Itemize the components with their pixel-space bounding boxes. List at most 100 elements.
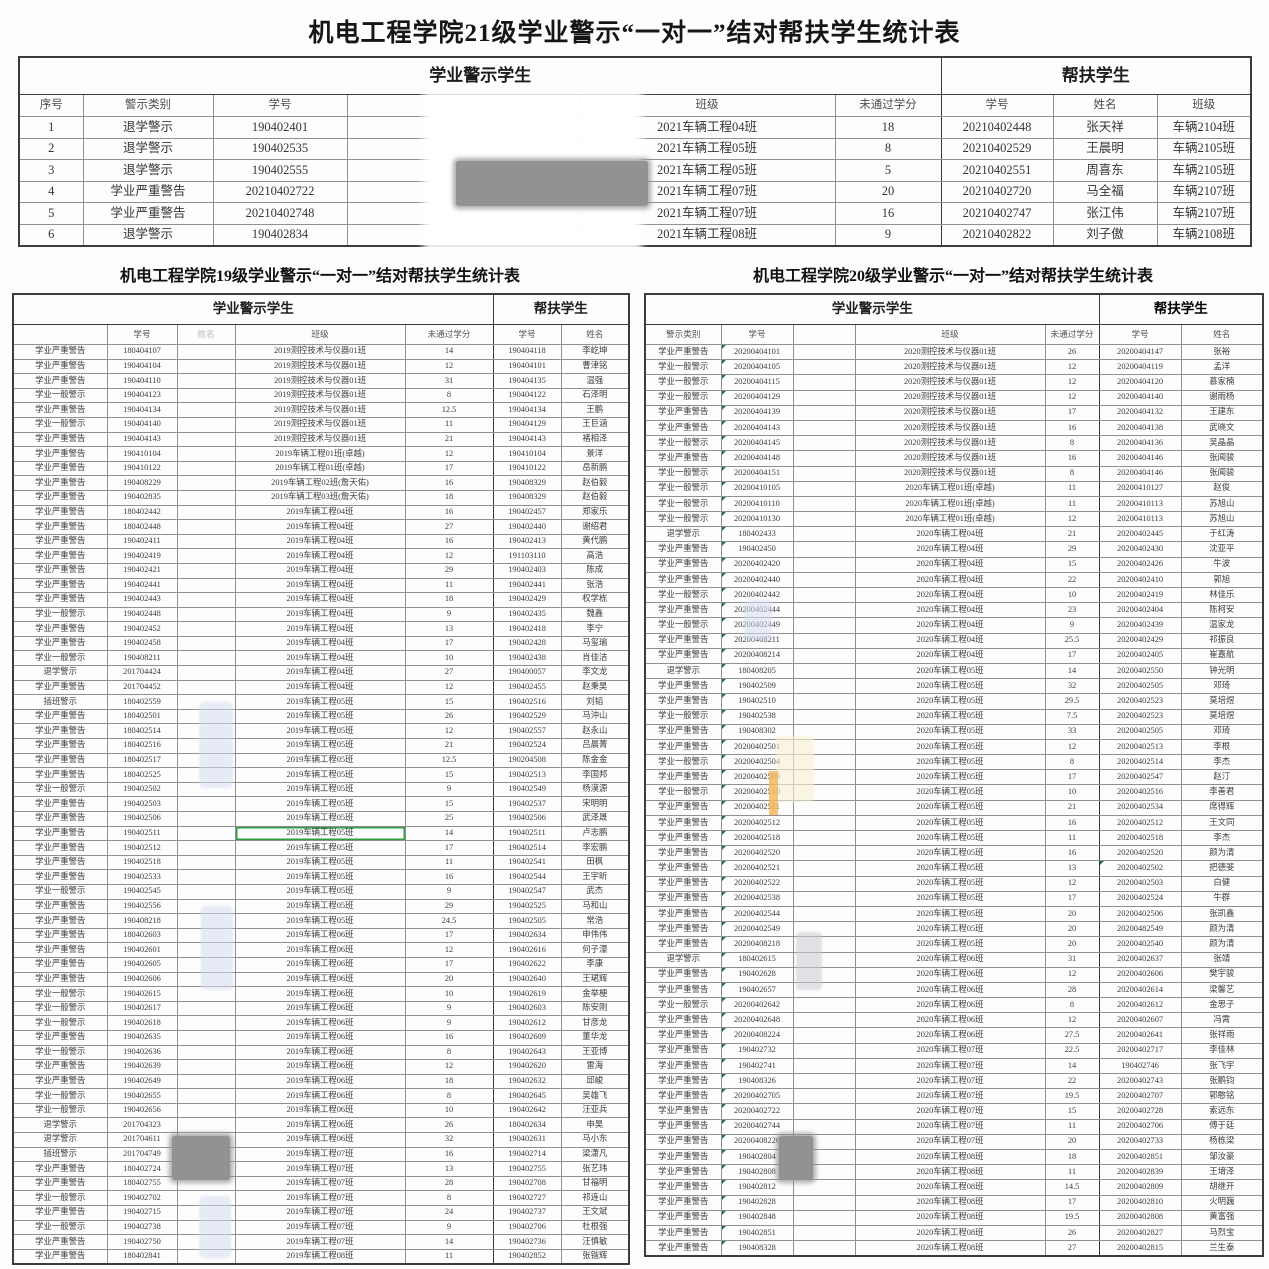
cell xyxy=(792,951,856,968)
cell xyxy=(792,435,856,452)
cell: 33 xyxy=(1044,723,1100,740)
cell: 16 xyxy=(1044,450,1100,467)
cell: 190402737 xyxy=(492,1205,562,1221)
cell: 20200402505 xyxy=(1098,678,1182,695)
table-row: 学业一般警示 190402655 2019车辆工程06班 8 190402645 吴雄飞 xyxy=(12,1088,630,1104)
cell: 20200402614 xyxy=(1098,981,1182,999)
grade19-table-container: 机电工程学院19级学业警示“一对一”结对帮扶学生统计表 学业警示学生 帮扶学生 … xyxy=(12,262,631,1266)
cell: 26 xyxy=(1044,1224,1100,1242)
column-header: 姓名 xyxy=(560,324,630,345)
cell: 20200402612 xyxy=(1098,997,1182,1014)
cell xyxy=(176,1000,236,1017)
cell: 2020车辆工程05班 xyxy=(854,890,1046,907)
cell xyxy=(792,1042,856,1059)
cell: 2020车辆工程05班 xyxy=(854,814,1046,832)
cell: 22.5 xyxy=(1044,1042,1100,1059)
cell: 吕晨菁 xyxy=(560,738,630,754)
column-header: 警示类别 xyxy=(82,94,214,117)
cell: 学业严重警告 xyxy=(12,431,108,448)
cell: 15 xyxy=(404,694,494,710)
cell: 190402617 xyxy=(106,1000,178,1017)
cell: 雷海 xyxy=(560,1059,630,1075)
cell xyxy=(176,460,236,477)
cell: 2021车辆工程05班 xyxy=(578,159,836,182)
cell: 20200402637 xyxy=(1098,951,1182,968)
cell: 20210402529 xyxy=(940,137,1054,160)
cell xyxy=(176,1190,236,1207)
cell: 学业严重警告 xyxy=(12,592,108,608)
table-row: 学业严重警告 190402601 2019车辆工程06班 12 190402616 何子濛 xyxy=(12,942,630,958)
cell: 20200402404 xyxy=(1098,602,1182,619)
cell: 190402616 xyxy=(492,942,562,958)
cell: 学业严重警告 xyxy=(12,796,108,812)
cell: 2020车辆工程06班 xyxy=(854,951,1046,968)
cell xyxy=(176,781,236,798)
cell: 17 xyxy=(404,956,494,973)
cell: 190402605 xyxy=(106,956,178,973)
table-row: 学业严重警告 20200402509 2020车辆工程05班 17 2020040254… xyxy=(644,769,1264,786)
cell: 2020车辆工程08班 xyxy=(854,1148,1046,1166)
cell: 20200402538 xyxy=(720,890,794,907)
table-row: 学业严重警告 190402657 2020车辆工程06班 28 20200402614 梁… xyxy=(644,981,1264,999)
table-row: 学业严重警告 190402511 2019车辆工程05班 14 190402511 卢志鹏 xyxy=(12,825,630,842)
cell: 学业严重警告 xyxy=(644,1118,722,1135)
cell: 191103110 xyxy=(492,548,562,564)
cell: 刘子傲 xyxy=(1052,223,1158,247)
cell: 190402529 xyxy=(492,708,562,725)
cell: 31 xyxy=(404,373,494,389)
cell: 2019测控技术与仪器01班 xyxy=(234,373,406,389)
cell: 190404134 xyxy=(492,402,562,418)
cell: 学业严重警告 xyxy=(644,404,722,421)
table-row: 退学警示 201704424 2019车辆工程04班 27 190400057 李文龙 xyxy=(12,665,630,681)
cell: 11 xyxy=(1044,480,1100,497)
column-header: 姓名 xyxy=(1052,94,1158,117)
table-row: 学业严重警告 190402509 2020车辆工程05班 32 20200402505 邓… xyxy=(644,678,1264,695)
cell xyxy=(176,679,236,696)
cell xyxy=(792,860,856,877)
cell: 20200408211 xyxy=(720,632,794,649)
table-row: 学业严重警告 190402518 2019车辆工程05班 11 190402541 田枫 xyxy=(12,854,630,871)
cell: 2020测控技术与仪器01班 xyxy=(854,389,1046,406)
table-row: 学业严重警告 20200402705 2020车辆工程07班 19.5 20200402… xyxy=(644,1088,1264,1105)
cell: 学业严重警告 xyxy=(644,450,722,467)
cell: 退学警示 xyxy=(12,665,108,681)
cell xyxy=(176,358,236,375)
table-row: 学业严重警告 190402741 2020车辆工程07班 14 190402746 张飞宇 xyxy=(644,1057,1264,1075)
cell: 17 xyxy=(404,927,494,944)
cell xyxy=(176,489,236,506)
cell: 李根 xyxy=(1180,738,1264,756)
cell xyxy=(792,419,856,437)
cell: 牛波 xyxy=(1180,556,1264,573)
cell: 学业严重警告 xyxy=(644,1103,722,1120)
cell: 190402428 xyxy=(492,635,562,652)
cell: 2020车辆工程07班 xyxy=(854,1088,1046,1105)
cell: 190402435 xyxy=(492,606,562,623)
cell: 2019车辆工程04班 xyxy=(234,519,406,535)
cell: 20200402445 xyxy=(1098,526,1182,543)
cell: 学业一般警示 xyxy=(644,465,722,482)
cell: 2020车辆工程04班 xyxy=(854,586,1046,604)
cell xyxy=(176,752,236,769)
cell: 2020车辆工程05班 xyxy=(854,905,1046,923)
cell: 190402440 xyxy=(492,519,562,535)
cell: 刘韬 xyxy=(560,694,630,710)
cell xyxy=(792,404,856,421)
cell: 190402403 xyxy=(492,562,562,579)
table-row: 学业严重警告 20200408226 2020车辆工程07班 20 2020040273… xyxy=(644,1133,1264,1150)
cell: 20200402520 xyxy=(720,845,794,862)
cell: 12 xyxy=(1044,359,1100,376)
column-header: 姓名 xyxy=(1180,324,1264,345)
cell: 190402458 xyxy=(106,635,178,652)
cell: 20200410113 xyxy=(1098,495,1182,513)
cell xyxy=(176,562,236,579)
cell: 陈柯安 xyxy=(1180,602,1264,619)
cell: 190402736 xyxy=(492,1234,562,1250)
cell: 马沖山 xyxy=(560,708,630,725)
table-row: 学业严重警告 20200404139 2020测控技术与仪器01班 17 2020040… xyxy=(644,404,1264,421)
cell: 学业严重警告 xyxy=(644,419,722,437)
cell: 20200402512 xyxy=(720,814,794,832)
cell: 2019车辆工程06班 xyxy=(234,1088,406,1104)
cell: 190408302 xyxy=(720,723,794,740)
table-row: 学业严重警告 20200402722 2020车辆工程07班 15 2020040272… xyxy=(644,1103,1264,1120)
cell: 20 xyxy=(834,180,942,203)
